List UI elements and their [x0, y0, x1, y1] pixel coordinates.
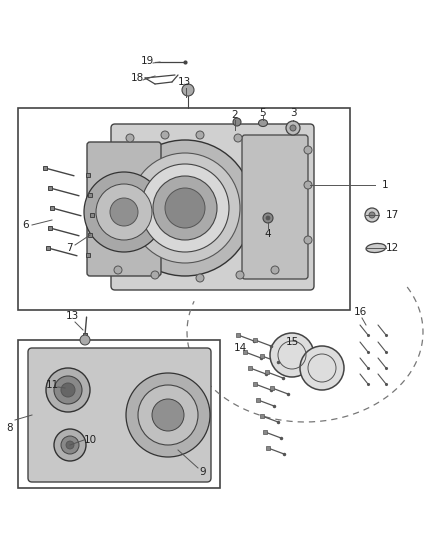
Circle shape [270, 333, 314, 377]
Text: 12: 12 [385, 243, 399, 253]
Circle shape [290, 125, 296, 131]
Text: 6: 6 [23, 220, 29, 230]
Text: 16: 16 [353, 307, 367, 317]
Circle shape [233, 118, 241, 126]
Circle shape [110, 198, 138, 226]
Circle shape [80, 335, 90, 345]
Text: 1: 1 [381, 180, 389, 190]
Circle shape [369, 212, 375, 218]
Circle shape [266, 216, 270, 220]
Text: 19: 19 [140, 56, 154, 66]
Circle shape [126, 373, 210, 457]
Circle shape [61, 383, 75, 397]
Text: 8: 8 [7, 423, 13, 433]
Circle shape [96, 184, 152, 240]
Circle shape [54, 376, 82, 404]
Circle shape [236, 271, 244, 279]
Circle shape [153, 176, 217, 240]
Circle shape [365, 208, 379, 222]
Circle shape [165, 188, 205, 228]
Circle shape [66, 441, 74, 449]
Circle shape [46, 368, 90, 412]
Circle shape [304, 236, 312, 244]
Circle shape [126, 134, 134, 142]
Text: 4: 4 [265, 229, 271, 239]
Circle shape [161, 131, 169, 139]
Text: 9: 9 [200, 467, 206, 477]
FancyBboxPatch shape [242, 135, 308, 279]
Circle shape [271, 266, 279, 274]
Circle shape [182, 84, 194, 96]
Circle shape [196, 274, 204, 282]
Text: 15: 15 [286, 337, 299, 347]
FancyBboxPatch shape [87, 142, 161, 276]
Circle shape [114, 266, 122, 274]
Bar [18, 340, 220, 488]
Text: 14: 14 [233, 343, 247, 353]
Circle shape [304, 181, 312, 189]
Circle shape [61, 436, 79, 454]
Text: 10: 10 [83, 435, 96, 445]
Circle shape [54, 429, 86, 461]
Circle shape [234, 134, 242, 142]
Circle shape [117, 140, 253, 276]
Ellipse shape [258, 119, 268, 126]
Text: 17: 17 [385, 210, 399, 220]
Text: 2: 2 [232, 110, 238, 120]
Ellipse shape [366, 244, 386, 253]
Circle shape [151, 271, 159, 279]
Circle shape [138, 385, 198, 445]
Bar [18, 108, 350, 310]
Text: 13: 13 [177, 77, 191, 87]
Text: 13: 13 [65, 311, 79, 321]
Text: 5: 5 [260, 108, 266, 118]
Circle shape [300, 346, 344, 390]
Text: 18: 18 [131, 73, 144, 83]
Circle shape [304, 146, 312, 154]
Circle shape [130, 153, 240, 263]
Text: 11: 11 [46, 380, 59, 390]
Circle shape [263, 213, 273, 223]
Circle shape [84, 172, 164, 252]
FancyBboxPatch shape [28, 348, 211, 482]
Text: 3: 3 [290, 108, 297, 118]
Text: 7: 7 [66, 243, 72, 253]
Circle shape [196, 131, 204, 139]
FancyBboxPatch shape [111, 124, 314, 290]
Circle shape [152, 399, 184, 431]
Circle shape [141, 164, 229, 252]
Circle shape [286, 121, 300, 135]
